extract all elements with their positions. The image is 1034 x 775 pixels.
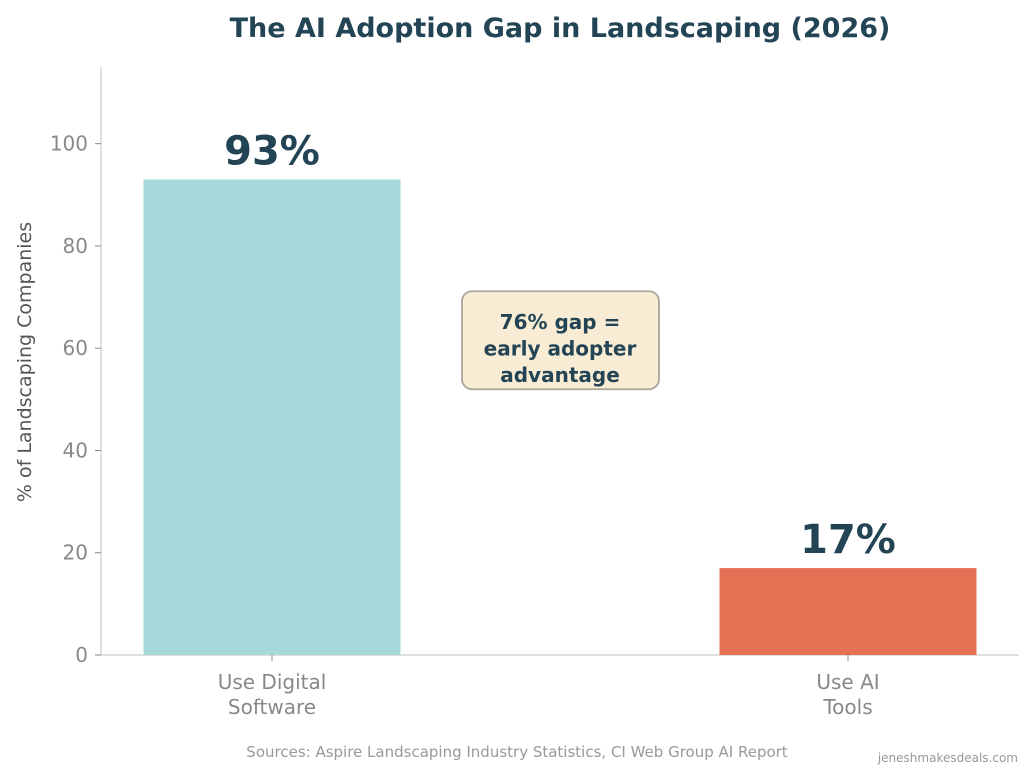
annotation-box <box>461 290 660 391</box>
source-note: Sources: Aspire Landscaping Industry Sta… <box>246 743 788 761</box>
bar <box>719 568 977 655</box>
x-tick-label: Use Digital Software <box>218 670 327 719</box>
y-tick-label: 100 <box>50 132 88 156</box>
y-tick-label: 0 <box>75 643 88 667</box>
y-tick-label: 60 <box>63 336 88 360</box>
annotation-text: 76% gap = early adopter advantage <box>484 310 637 387</box>
bar-value-label: 17% <box>800 517 896 563</box>
y-tick-label: 40 <box>63 438 88 462</box>
y-tick-label: 20 <box>63 541 88 565</box>
bar <box>143 179 401 656</box>
chart-title: The AI Adoption Gap in Landscaping (2026… <box>230 13 891 44</box>
watermark: jeneshmakesdeals.com <box>877 751 1018 765</box>
bar-value-label: 93% <box>224 128 320 174</box>
y-tick-label: 80 <box>63 234 88 258</box>
y-axis-label: % of Landscaping Companies <box>14 222 36 502</box>
x-tick-label: Use AI Tools <box>816 670 879 719</box>
